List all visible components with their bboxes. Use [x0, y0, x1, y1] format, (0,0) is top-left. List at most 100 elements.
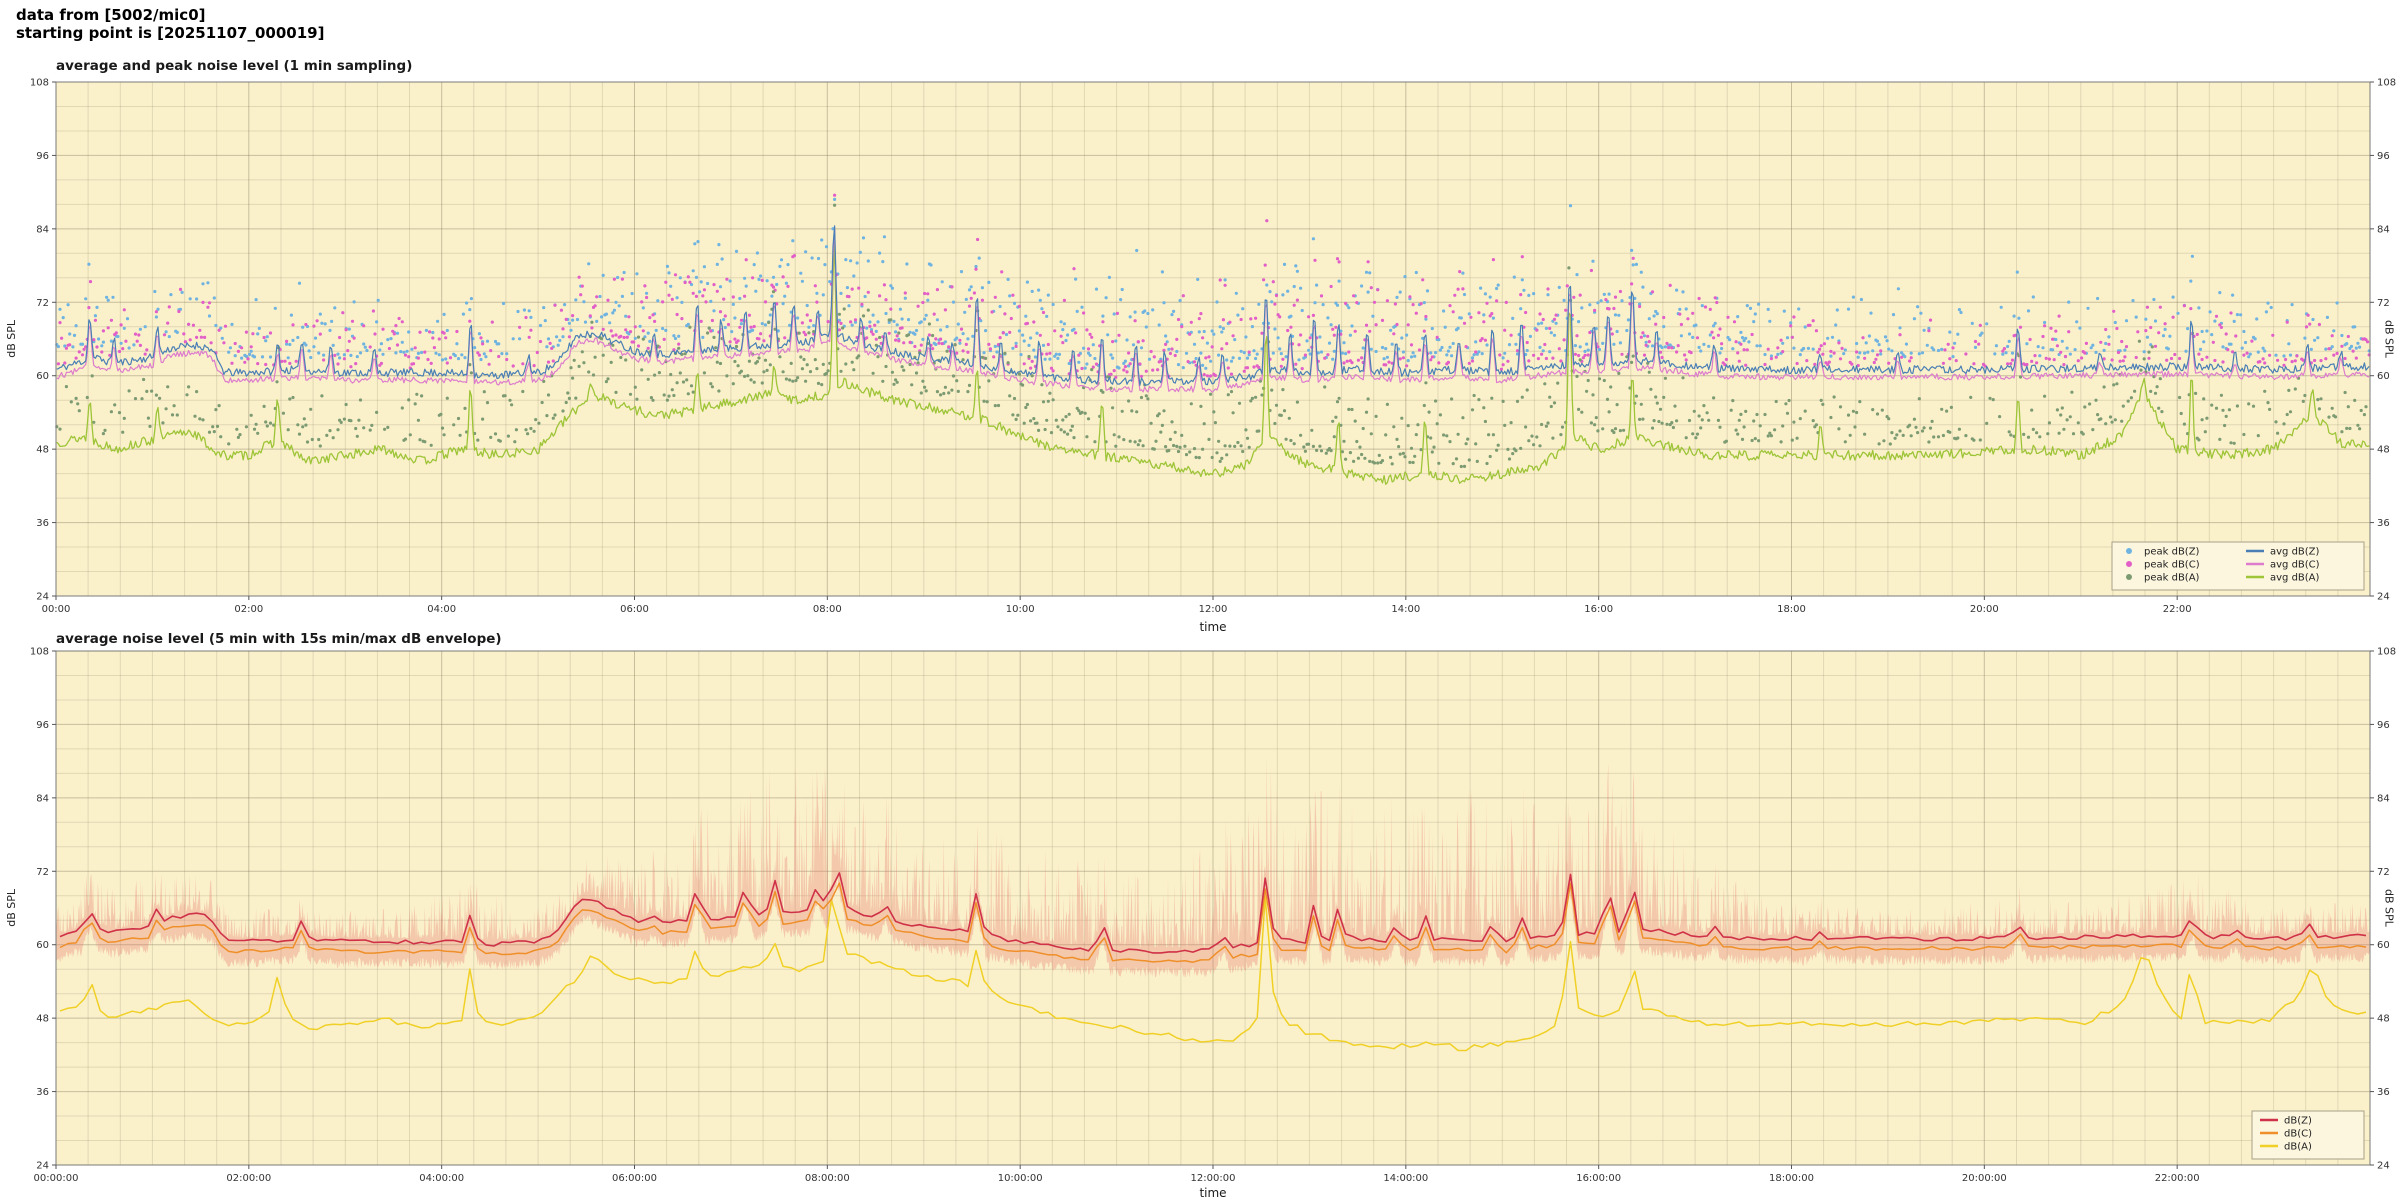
- legend-label: avg dB(Z): [2270, 546, 2320, 557]
- x-tick-label: 04:00:00: [419, 1173, 464, 1184]
- x-tick-label: 18:00: [1777, 604, 1806, 615]
- y-tick-label: 60: [2377, 940, 2390, 951]
- x-tick-label: 20:00: [1970, 604, 1999, 615]
- x-tick-label: 06:00: [620, 604, 649, 615]
- y-tick-label: 96: [36, 151, 49, 162]
- y-tick-label: 60: [2377, 371, 2390, 382]
- x-tick-label: 16:00: [1584, 604, 1613, 615]
- x-tick-label: 22:00: [2163, 604, 2192, 615]
- x-tick-label: 02:00: [234, 604, 263, 615]
- y-tick-label: 36: [36, 518, 49, 529]
- y-tick-label: 24: [36, 592, 49, 603]
- y-tick-label: 84: [36, 224, 49, 235]
- x-tick-label: 00:00:00: [34, 1173, 79, 1184]
- ylabel-text: dB SPL: [2382, 889, 2396, 927]
- legend-label: peak dB(C): [2144, 559, 2200, 570]
- line-avg dB(A): [56, 241, 2370, 485]
- x-tick-label: 18:00:00: [1769, 1173, 1814, 1184]
- y-tick-label: 72: [2377, 298, 2390, 309]
- x-tick-label: 04:00: [427, 604, 456, 615]
- line-dB(C): [59, 882, 2367, 963]
- header-line2: starting point is [20251107_000019]: [16, 24, 325, 42]
- y-tick-label: 108: [30, 647, 49, 658]
- y-tick-label: 96: [36, 720, 49, 731]
- axes-ticks: 24 24 36 36 48 48 60 60 72 72 84 84 96 96 108 108 00:00:…: [30, 647, 2396, 1185]
- y-tick-label: 108: [2377, 78, 2396, 89]
- x-tick-label: 08:00:00: [805, 1173, 850, 1184]
- minmax-envelope: [56, 755, 2370, 978]
- legend-marker-dot: [2126, 574, 2132, 580]
- legend-marker-dot: [2126, 548, 2132, 554]
- x-tick-label: 06:00:00: [612, 1173, 657, 1184]
- y-tick-label: 84: [2377, 224, 2390, 235]
- scatter-peak dB(C): [56, 193, 2371, 379]
- y-tick-label: 84: [36, 793, 49, 804]
- y-tick-label: 24: [2377, 592, 2390, 603]
- axes-ticks: 24 24 36 36 48 48 60 60 72 72 84 84 96 96 108 108 00:00 0…: [30, 78, 2396, 616]
- y-tick-label: 36: [36, 1087, 49, 1098]
- bottom-xlabel: time: [1199, 1186, 1227, 1200]
- line-avg dB(Z): [56, 225, 2370, 386]
- y-tick-label: 48: [36, 1014, 49, 1025]
- legend-marker-dot: [2126, 561, 2132, 567]
- grid: [56, 651, 2370, 1165]
- x-tick-label: 00:00: [42, 604, 71, 615]
- y-tick-label: 96: [2377, 720, 2390, 731]
- top-chart-title: average and peak noise level (1 min samp…: [56, 58, 413, 74]
- y-tick-label: 24: [2377, 1161, 2390, 1172]
- y-tick-label: 72: [36, 867, 49, 878]
- y-tick-label: 60: [36, 940, 49, 951]
- y-tick-label: 36: [2377, 1087, 2390, 1098]
- line-dB(A): [59, 896, 2367, 1052]
- y-tick-label: 84: [2377, 793, 2390, 804]
- legend: dB(Z) dB(C) dB(A): [2251, 1110, 2365, 1160]
- plot-background: [56, 82, 2370, 596]
- top-ylabel-left: dB SPL: [2, 82, 20, 596]
- y-tick-label: 24: [36, 1161, 49, 1172]
- x-tick-label: 08:00: [813, 604, 842, 615]
- top-xlabel: time: [1199, 620, 1227, 634]
- header-line1: data from [5002/mic0]: [16, 6, 206, 24]
- y-tick-label: 36: [2377, 518, 2390, 529]
- legend-label: dB(Z): [2284, 1115, 2312, 1126]
- x-tick-label: 02:00:00: [226, 1173, 271, 1184]
- x-tick-label: 10:00:00: [998, 1173, 1043, 1184]
- line-dB(Z): [59, 872, 2367, 954]
- y-tick-label: 72: [2377, 867, 2390, 878]
- scatter-peak dB(Z): [55, 197, 2371, 370]
- bottom-ylabel-right: dB SPL: [2380, 651, 2398, 1165]
- x-tick-label: 16:00:00: [1576, 1173, 1621, 1184]
- plot-background: [56, 651, 2370, 1165]
- y-tick-label: 48: [2377, 1014, 2390, 1025]
- y-tick-label: 60: [36, 371, 49, 382]
- x-tick-label: 14:00:00: [1383, 1173, 1428, 1184]
- legend-label: peak dB(Z): [2144, 546, 2200, 557]
- legend: peak dB(Z) peak dB(C) peak dB(A) avg dB(Z) a…: [2111, 541, 2365, 591]
- x-tick-label: 14:00: [1391, 604, 1420, 615]
- x-tick-label: 20:00:00: [1962, 1173, 2007, 1184]
- y-tick-label: 96: [2377, 151, 2390, 162]
- y-tick-label: 108: [2377, 647, 2396, 658]
- line-avg dB(C): [56, 226, 2370, 393]
- ylabel-text: dB SPL: [4, 889, 18, 927]
- ylabel-text: dB SPL: [2382, 320, 2396, 358]
- ylabel-text: dB SPL: [4, 320, 18, 358]
- x-tick-label: 12:00:00: [1191, 1173, 1236, 1184]
- y-tick-label: 48: [2377, 445, 2390, 456]
- top-ylabel-right: dB SPL: [2380, 82, 2398, 596]
- bottom-chart-title: average noise level (5 min with 15s min/…: [56, 631, 502, 647]
- grid: [56, 82, 2370, 596]
- chart-bottom: 24 24 36 36 48 48 60 60 72 72 84 84 96 96 108 108 00:00:…: [30, 647, 2396, 1185]
- y-tick-label: 108: [30, 78, 49, 89]
- x-tick-label: 22:00:00: [2155, 1173, 2200, 1184]
- y-tick-label: 72: [36, 298, 49, 309]
- legend-label: avg dB(C): [2270, 559, 2320, 570]
- legend-label: dB(A): [2284, 1141, 2312, 1152]
- chart-top: 24 24 36 36 48 48 60 60 72 72 84 84 96 96 108 108 00:00 0…: [30, 78, 2396, 616]
- legend-box: [2111, 541, 2365, 591]
- bottom-ylabel-left: dB SPL: [2, 651, 20, 1165]
- legend-label: avg dB(A): [2270, 572, 2320, 583]
- legend-label: dB(C): [2284, 1128, 2312, 1139]
